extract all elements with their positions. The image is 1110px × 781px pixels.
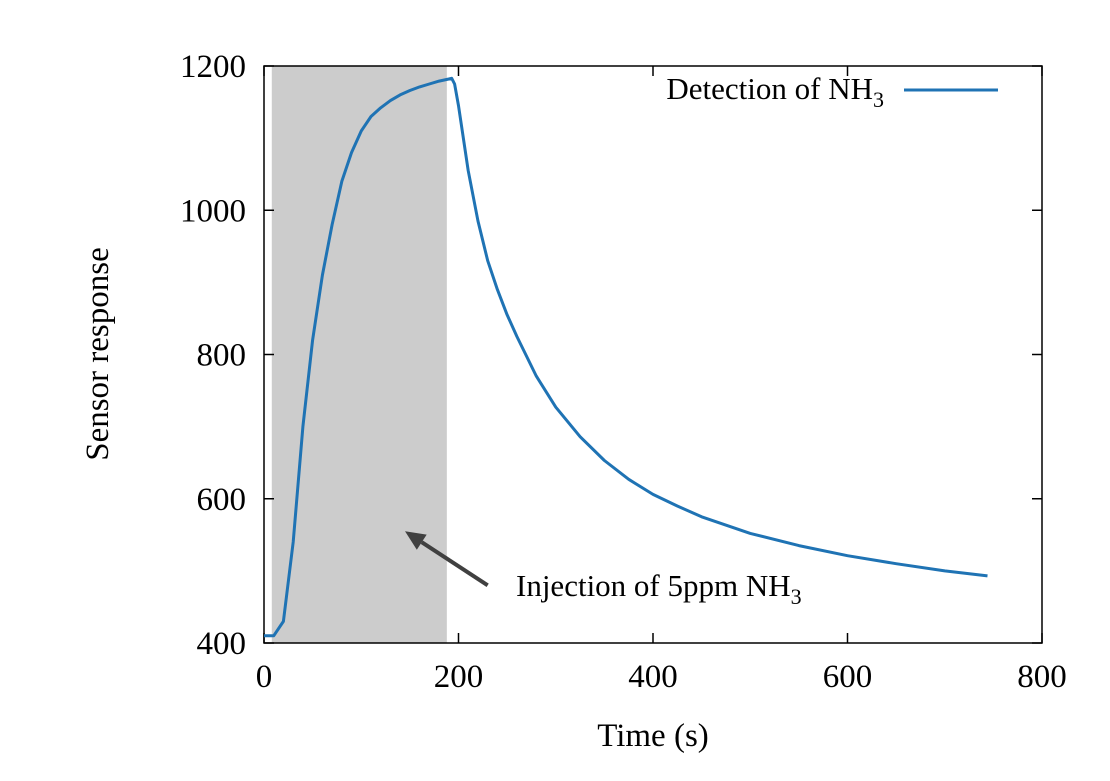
x-tick-label: 200 [434,659,484,695]
legend-label: Detection of NH3 [666,71,884,112]
series-line-nh3-detection [264,76,988,638]
x-tick-label: 800 [1017,659,1067,695]
annotation-arrow [420,540,489,587]
legend: Detection of NH3 [666,71,998,112]
x-axis-title: Time (s) [597,718,709,754]
x-tick-label: 600 [823,659,873,695]
legend-subscript: 3 [873,87,884,112]
annotation-label: Injection of 5ppm NH3 [516,568,802,609]
y-tick-label: 1000 [180,193,246,229]
y-tick-label: 600 [197,482,247,518]
annotation-subscript: 3 [791,584,802,609]
y-axis-title: Sensor response [80,247,116,461]
x-tick-label: 400 [628,659,678,695]
y-tick-label: 800 [197,338,247,374]
y-tick-label: 400 [197,626,247,662]
y-tick-label: 1200 [180,49,246,85]
x-tick-label: 0 [256,659,273,695]
annotation-arrowhead [405,531,427,550]
injection-shaded-region [271,66,447,643]
